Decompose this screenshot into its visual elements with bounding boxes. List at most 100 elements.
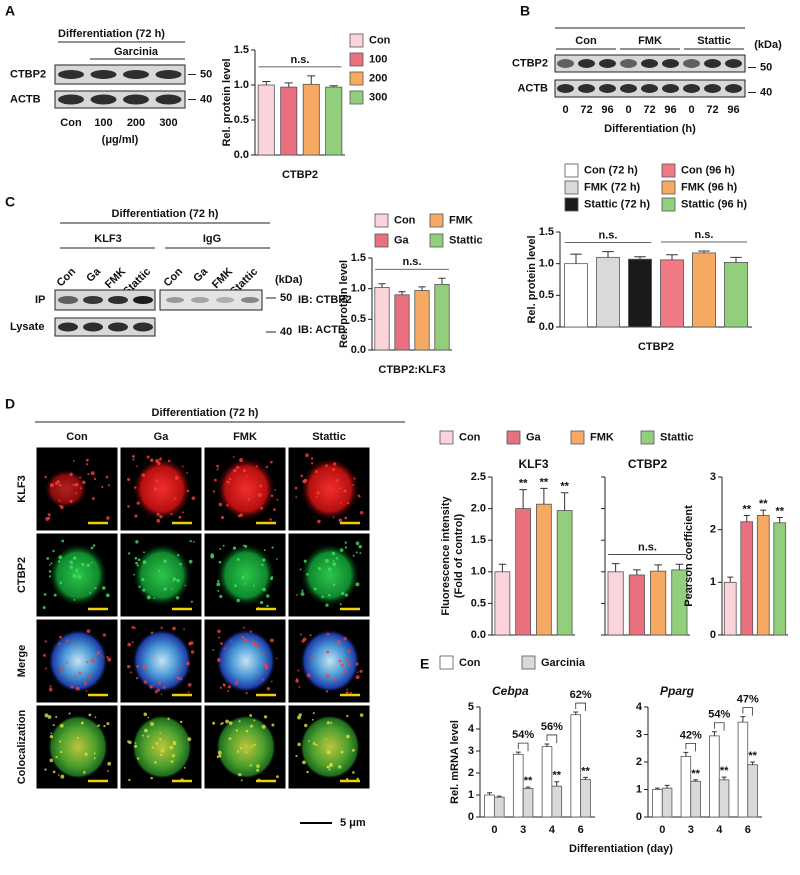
speckle bbox=[262, 678, 265, 681]
bar bbox=[394, 294, 410, 351]
speckle bbox=[316, 491, 320, 495]
bar bbox=[756, 515, 770, 636]
speckle bbox=[339, 603, 342, 606]
legend-swatch bbox=[439, 430, 454, 445]
speckle bbox=[266, 687, 271, 691]
legend-label: Con bbox=[459, 657, 481, 669]
error-bar bbox=[540, 487, 548, 505]
speckle bbox=[107, 484, 111, 487]
speckle bbox=[270, 577, 273, 581]
speckle bbox=[356, 671, 359, 674]
bar bbox=[607, 571, 624, 636]
legend-label: Ga bbox=[526, 431, 542, 443]
speckle bbox=[132, 458, 135, 461]
speckle bbox=[43, 653, 46, 657]
speckle bbox=[74, 675, 77, 678]
speckle bbox=[175, 596, 180, 600]
speckle bbox=[180, 678, 183, 681]
speckle bbox=[126, 664, 131, 669]
speckle bbox=[312, 742, 316, 745]
chart-title: KLF3 bbox=[519, 457, 549, 471]
speckle bbox=[48, 570, 52, 573]
legend-label: Stattic (96 h) bbox=[681, 198, 747, 210]
cell-signal bbox=[48, 715, 108, 779]
speckle bbox=[85, 689, 88, 692]
significance-label: n.s. bbox=[599, 230, 618, 242]
speckle bbox=[150, 776, 153, 780]
blot bbox=[54, 64, 186, 85]
blot-band bbox=[241, 297, 259, 303]
blot-xlabel: Differentiation (h) bbox=[604, 123, 696, 135]
blot-band bbox=[90, 70, 117, 79]
significance-label: n.s. bbox=[403, 256, 422, 268]
speckle bbox=[90, 471, 95, 476]
speckle bbox=[326, 632, 330, 636]
speckle bbox=[297, 669, 300, 672]
speckle bbox=[157, 461, 161, 466]
speckle bbox=[47, 715, 52, 719]
bar bbox=[570, 714, 582, 818]
error-bar bbox=[698, 250, 710, 253]
speckle bbox=[313, 587, 317, 591]
change-label: 42% bbox=[680, 729, 702, 741]
speckle bbox=[245, 691, 248, 695]
blot-band bbox=[704, 84, 721, 93]
significance-label: ** bbox=[524, 775, 533, 787]
bar bbox=[737, 721, 749, 818]
scale-label: 5 μm bbox=[340, 817, 366, 829]
speckle bbox=[240, 779, 243, 782]
bar bbox=[628, 258, 652, 328]
y-tick-label: 0.0 bbox=[234, 149, 249, 161]
speckle bbox=[105, 593, 110, 598]
speckle bbox=[218, 560, 222, 564]
legend-swatch bbox=[661, 180, 676, 195]
speckle bbox=[219, 594, 223, 599]
significance-label: ** bbox=[691, 768, 700, 780]
error-bar bbox=[418, 286, 426, 291]
y-tick-label: 0.5 bbox=[351, 313, 366, 325]
speckle bbox=[307, 740, 310, 742]
speckle bbox=[75, 645, 78, 647]
speckle bbox=[311, 462, 314, 465]
speckle bbox=[302, 637, 307, 642]
error-bar bbox=[760, 509, 767, 516]
y-tick-label: 5 bbox=[468, 701, 474, 713]
speckle bbox=[269, 638, 274, 643]
speckle bbox=[142, 665, 147, 670]
speckle bbox=[53, 593, 57, 597]
speckle bbox=[90, 658, 95, 663]
speckle bbox=[346, 777, 349, 781]
speckle bbox=[276, 775, 279, 779]
speckle bbox=[86, 629, 91, 633]
speckle bbox=[191, 496, 196, 500]
speckle bbox=[299, 568, 302, 571]
speckle bbox=[304, 723, 308, 728]
significance-label: n.s. bbox=[695, 229, 714, 241]
speckle bbox=[167, 459, 171, 463]
speckle bbox=[48, 575, 52, 578]
x-tick-label: 3 bbox=[688, 824, 694, 836]
lane-label: Con bbox=[60, 117, 82, 129]
speckle bbox=[239, 747, 243, 750]
blot bbox=[54, 289, 156, 311]
error-bar bbox=[664, 784, 670, 789]
blot-band bbox=[123, 94, 149, 105]
speckle bbox=[259, 600, 264, 605]
error-bar bbox=[262, 81, 271, 85]
speckle bbox=[306, 572, 309, 576]
speckle bbox=[79, 476, 82, 479]
speckle bbox=[147, 735, 150, 738]
blot-band bbox=[83, 322, 103, 332]
blot-band bbox=[58, 70, 84, 79]
speckle bbox=[346, 662, 351, 666]
blot-band bbox=[155, 70, 182, 79]
significance-label: ** bbox=[748, 750, 757, 762]
bar bbox=[773, 522, 787, 636]
speckle bbox=[241, 636, 245, 640]
speckle bbox=[301, 589, 304, 592]
speckle bbox=[52, 549, 55, 553]
bar bbox=[414, 290, 430, 351]
speckle bbox=[73, 641, 76, 644]
speckle bbox=[359, 713, 364, 717]
y-tick-label: 1 bbox=[710, 576, 716, 588]
